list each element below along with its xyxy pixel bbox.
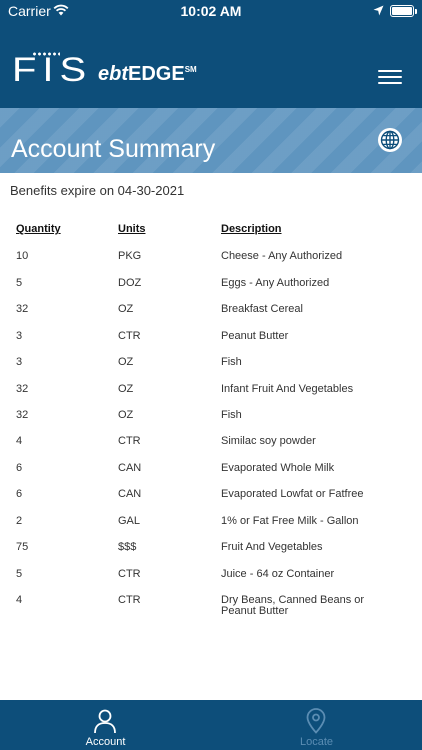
row-quantity: 4 [16,435,23,447]
status-bar: Carrier 10:02 AM [0,0,422,22]
status-time: 10:02 AM [180,3,242,19]
page-banner: Account Summary [0,108,422,173]
row-units: $$$ [118,541,137,553]
carrier-label: Carrier [8,3,51,19]
row-units: OZ [118,356,134,368]
row-description: Similac soy powder [221,435,316,447]
globe-icon[interactable] [377,127,403,153]
row-quantity: 6 [16,488,23,500]
row-description: Evaporated Whole Milk [221,462,335,474]
row-units: CTR [118,568,141,580]
battery-icon [390,5,417,17]
row-description: Breakfast Cereal [221,303,303,315]
page-title: Account Summary [11,135,216,163]
row-description: Cheese - Any Authorized [221,250,343,262]
row-quantity: 6 [16,462,23,474]
row-quantity: 5 [16,277,23,289]
row-units: OZ [118,303,134,315]
row-units: CTR [118,435,141,447]
benefits-expiry-text: Benefits expire on 04-30-2021 [10,183,185,198]
bottom-tab-bar: Account Locate [0,700,422,750]
row-units: GAL [118,515,141,527]
row-description: 1% or Fat Free Milk - Gallon [221,515,359,527]
logo-service-mark: SM [184,65,197,74]
row-description: Fish [221,409,242,421]
logo-dots [32,52,60,56]
row-units: CTR [118,594,141,606]
column-header-description: Description [221,223,282,235]
row-units: PKG [118,250,142,262]
row-units: OZ [118,409,134,421]
row-quantity: 2 [16,515,23,527]
hamburger-menu-icon[interactable] [378,70,402,85]
row-quantity: 3 [16,356,23,368]
map-pin-icon [306,708,326,734]
tab-locate-label: Locate [299,736,334,748]
row-units: CAN [118,488,142,500]
person-icon [94,709,116,734]
row-quantity: 32 [16,409,29,421]
row-description: Fish [221,356,242,368]
tab-account-label: Account [85,736,126,748]
logo-fis: FIS [12,51,93,89]
row-quantity: 5 [16,568,23,580]
column-header-quantity: Quantity [16,223,61,235]
app-header: FIS ebtEDGESM [0,22,422,108]
location-arrow-icon [373,5,384,16]
row-description: Juice - 64 oz Container [221,568,335,580]
row-description: Eggs - Any Authorized [221,277,330,289]
row-units: CTR [118,330,141,342]
logo-ebt-prefix: ebt [98,63,128,85]
row-quantity: 10 [16,250,29,262]
tab-account[interactable]: Account [0,700,211,750]
row-units: OZ [118,383,134,395]
row-quantity: 32 [16,303,29,315]
row-units: CAN [118,462,142,474]
row-quantity: 75 [16,541,29,553]
row-quantity: 32 [16,383,29,395]
row-quantity: 3 [16,330,23,342]
row-description: Peanut Butter [221,330,289,342]
row-quantity: 4 [16,594,23,606]
row-description: Infant Fruit And Vegetables [221,383,354,395]
row-description: Dry Beans, Canned Beans or Peanut Butter [221,594,365,617]
row-description: Fruit And Vegetables [221,541,323,553]
logo-ebtedge: ebtEDGESM [98,63,197,86]
tab-locate[interactable]: Locate [211,700,422,750]
logo-ebt-brand: EDGE [128,63,185,85]
wifi-icon [53,4,69,16]
column-header-units: Units [118,223,146,235]
row-description: Evaporated Lowfat or Fatfree [221,488,364,500]
row-units: DOZ [118,277,142,289]
